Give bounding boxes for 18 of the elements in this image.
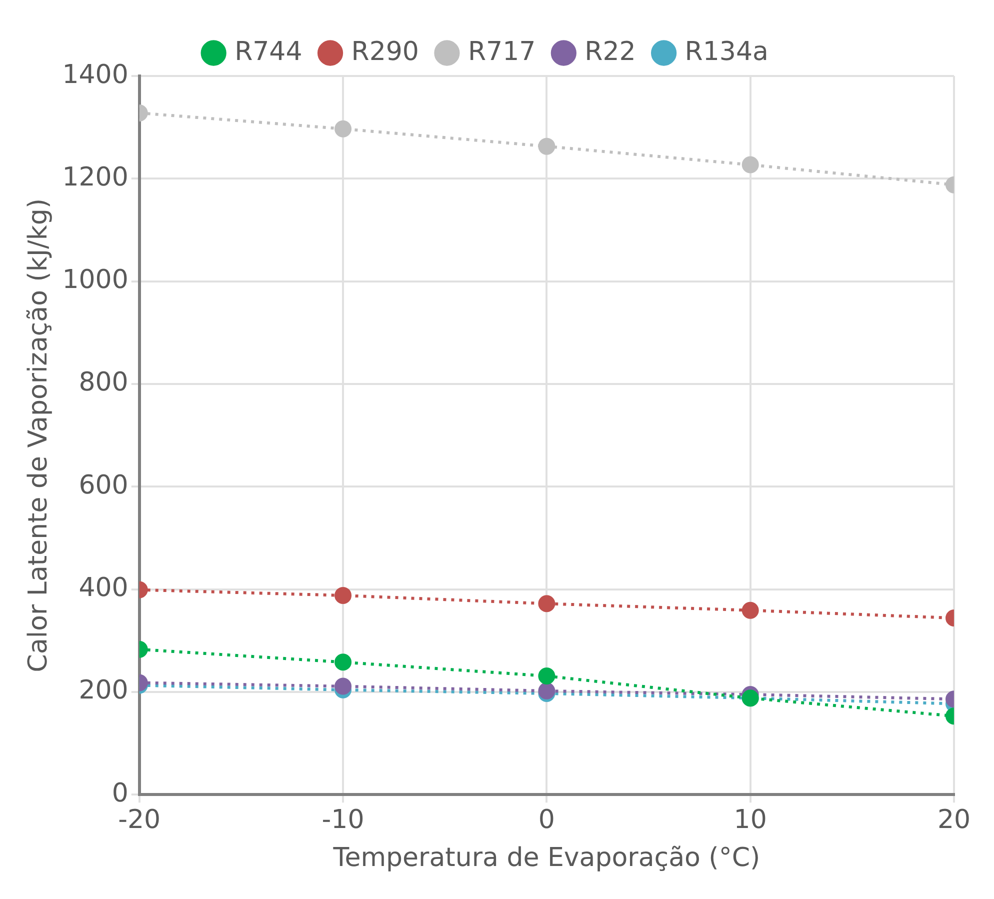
y-tick-label: 800	[78, 368, 128, 398]
y-tick-label: 1000	[62, 265, 128, 296]
x-tick-label: 10	[734, 804, 767, 835]
y-axis-title: Calor Latente de Vaporização (kJ/kg)	[23, 198, 54, 672]
x-tick-label: 20	[937, 804, 971, 835]
legend-label: R744	[234, 36, 302, 67]
y-tick-label: 1200	[62, 162, 128, 192]
legend-label: R717	[468, 36, 536, 67]
y-tick-label: 1400	[62, 60, 128, 90]
legend-label: R134a	[684, 36, 768, 67]
legend-label: R290	[351, 36, 419, 67]
y-tick-label: 400	[78, 573, 128, 604]
legend-label: R22	[584, 36, 636, 67]
x-tick-label: -10	[322, 804, 364, 835]
y-tick-label: 200	[78, 676, 128, 706]
y-tick-label: 600	[78, 470, 128, 500]
x-axis-title: Temperatura de Evaporação (°C)	[332, 843, 760, 874]
x-tick-label: 0	[538, 804, 555, 835]
